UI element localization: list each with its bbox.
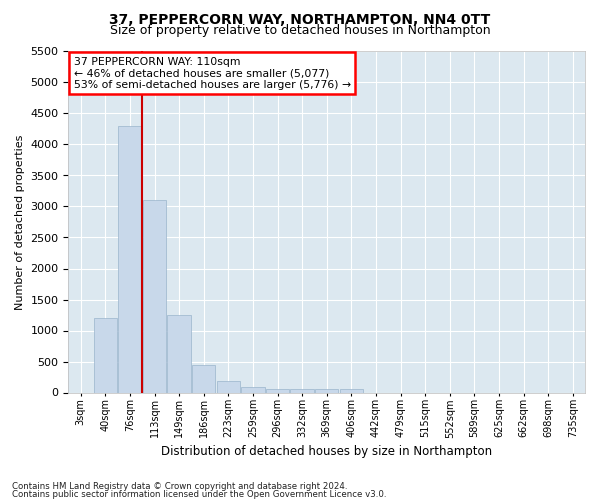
Bar <box>340 390 363 392</box>
X-axis label: Distribution of detached houses by size in Northampton: Distribution of detached houses by size … <box>161 444 492 458</box>
Bar <box>192 364 215 392</box>
Text: Contains HM Land Registry data © Crown copyright and database right 2024.: Contains HM Land Registry data © Crown c… <box>12 482 347 491</box>
Bar <box>241 387 265 392</box>
Bar <box>290 390 314 392</box>
Y-axis label: Number of detached properties: Number of detached properties <box>15 134 25 310</box>
Text: 37, PEPPERCORN WAY, NORTHAMPTON, NN4 0TT: 37, PEPPERCORN WAY, NORTHAMPTON, NN4 0TT <box>109 12 491 26</box>
Text: 37 PEPPERCORN WAY: 110sqm
← 46% of detached houses are smaller (5,077)
53% of se: 37 PEPPERCORN WAY: 110sqm ← 46% of detac… <box>74 56 350 90</box>
Bar <box>143 200 166 392</box>
Bar <box>167 315 191 392</box>
Bar <box>217 382 240 392</box>
Bar <box>118 126 142 392</box>
Bar <box>315 390 338 392</box>
Text: Size of property relative to detached houses in Northampton: Size of property relative to detached ho… <box>110 24 490 37</box>
Bar <box>266 389 289 392</box>
Text: Contains public sector information licensed under the Open Government Licence v3: Contains public sector information licen… <box>12 490 386 499</box>
Bar <box>94 318 117 392</box>
